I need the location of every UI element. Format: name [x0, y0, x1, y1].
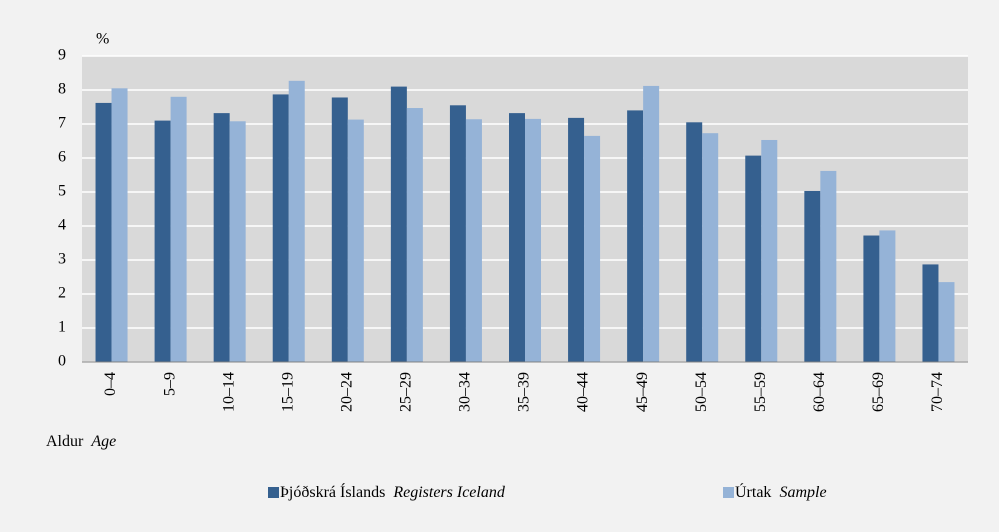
y-tick-label: 2	[58, 285, 66, 302]
y-tick-label: 4	[58, 217, 66, 234]
x-tick-label: 45–49	[634, 372, 651, 412]
x-label: Aldur	[46, 433, 84, 450]
bar	[627, 110, 644, 363]
x-tick-label: 20–24	[338, 372, 355, 412]
bar	[406, 108, 423, 363]
x-tick-label: 5–9	[161, 372, 178, 396]
bar	[879, 230, 896, 362]
x-tick-label: 65–69	[870, 372, 887, 412]
legend-swatch	[723, 487, 734, 498]
legend-name-en: Sample	[779, 484, 826, 501]
bar	[465, 119, 482, 363]
x-tick-label: 35–39	[516, 372, 533, 412]
x-tick-label: 40–44	[575, 372, 592, 412]
legend-name: Úrtak	[735, 482, 771, 501]
legend-name-en: Registers Iceland	[392, 484, 506, 501]
bar	[922, 264, 939, 362]
x-tick-label: 50–54	[693, 372, 710, 412]
bar	[938, 282, 955, 362]
bar	[568, 117, 585, 362]
bar	[525, 118, 541, 363]
bar	[229, 121, 246, 362]
y-tick-label: 8	[58, 81, 66, 98]
bar	[643, 85, 660, 363]
bar	[154, 120, 171, 362]
bar	[702, 133, 719, 362]
x-tick-label: 0–4	[102, 372, 119, 396]
bar	[347, 119, 364, 362]
bar	[804, 190, 821, 362]
bar	[390, 86, 407, 362]
legend: Þjóðskrá Íslands Registers Iceland Úrtak Sa…	[268, 482, 827, 501]
legend-name: Þjóðskrá Íslands	[280, 482, 385, 501]
y-tick-label: 3	[58, 251, 66, 268]
bar	[761, 139, 778, 362]
x-axis-label: Aldur Age	[46, 433, 116, 450]
legend-label: Úrtak Sample	[735, 482, 827, 501]
y-unit: %	[96, 31, 109, 48]
bar	[213, 113, 230, 363]
legend-label: Þjóðskrá Íslands Registers Iceland	[280, 482, 506, 501]
legend-swatch	[268, 487, 279, 498]
x-tick-label: 70–74	[929, 372, 946, 412]
y-tick-label: 9	[58, 47, 66, 64]
x-tick-label: 25–29	[398, 372, 415, 412]
x-tick-label: 60–64	[811, 372, 828, 412]
bar	[449, 105, 466, 363]
x-tick-label: 10–14	[220, 372, 237, 412]
bar	[95, 102, 112, 363]
bar	[745, 155, 762, 362]
bar	[686, 122, 703, 362]
x-label-en: Age	[90, 433, 116, 450]
y-tick-label: 1	[58, 319, 66, 336]
bar	[331, 97, 348, 362]
x-tick-label: 15–19	[279, 372, 296, 412]
bar	[509, 113, 525, 363]
y-tick-label: 5	[58, 183, 66, 200]
bar	[863, 235, 880, 362]
bar	[272, 94, 289, 363]
x-tick-label: 30–34	[457, 372, 474, 412]
y-tick-label: 7	[58, 115, 66, 132]
bar	[820, 170, 837, 362]
x-tick-label: 55–59	[752, 372, 769, 412]
bar	[170, 96, 187, 363]
y-tick-label: 6	[58, 149, 66, 166]
bar	[111, 88, 128, 363]
bar	[584, 135, 601, 362]
bar	[288, 80, 305, 362]
y-tick-label: 0	[58, 353, 66, 370]
